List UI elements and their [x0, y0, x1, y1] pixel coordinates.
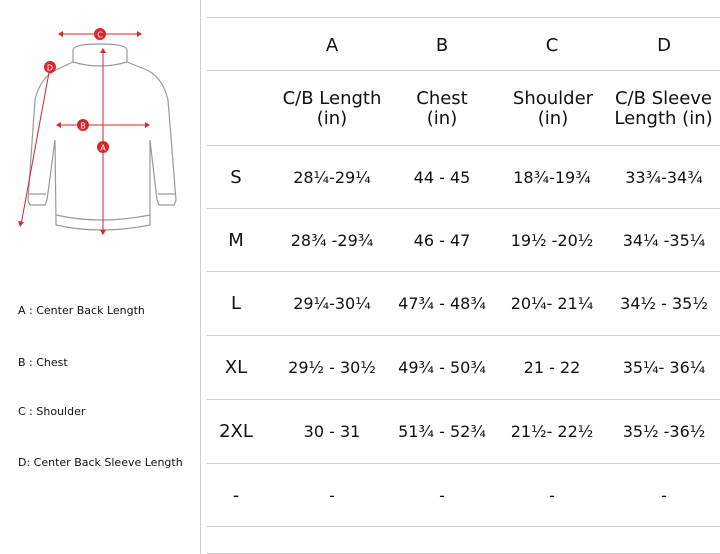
- panel-divider: [200, 0, 201, 554]
- table-cell: 34¼ -35¼: [622, 230, 706, 250]
- table-rule: [207, 335, 720, 336]
- size-label-l: L: [230, 293, 242, 314]
- size-label-2xl: 2XL: [219, 421, 253, 442]
- table-cell: 35½ -36½: [622, 422, 706, 441]
- table-rule: [207, 208, 720, 209]
- size-table: A B C D C/B Length (in) Chest (in) Shoul…: [207, 0, 720, 554]
- svg-text:C: C: [97, 31, 103, 40]
- table-cell: 49¾ - 50¾: [398, 358, 486, 377]
- table-cell: 28¾ -29¾: [290, 230, 374, 250]
- table-rule: [207, 70, 720, 71]
- table-cell: 34½ - 35½: [620, 294, 708, 313]
- col-letter-b: B: [435, 34, 449, 56]
- table-rule: [207, 17, 720, 18]
- size-label-xl: XL: [224, 357, 248, 378]
- table-cell: 51¾ - 52¾: [398, 422, 486, 441]
- table-cell: 29¼-30¼: [293, 294, 371, 313]
- table-cell: -: [439, 485, 445, 505]
- marker-d: D: [44, 61, 56, 73]
- measurement-lines: [20, 33, 148, 233]
- garment-diagram: C D B A: [18, 28, 177, 235]
- size-label-dash: -: [232, 484, 240, 506]
- table-cell: 47¾ - 48¾: [398, 294, 486, 313]
- table-cell: -: [329, 485, 335, 505]
- table-cell: 29½ - 30½: [288, 358, 376, 377]
- table-cell: 46 - 47: [413, 230, 471, 250]
- svg-text:B: B: [80, 122, 86, 131]
- size-label-s: S: [230, 166, 242, 188]
- table-rule: [207, 399, 720, 400]
- table-cell: 21 - 22: [523, 358, 581, 377]
- col-letter-d: D: [657, 34, 671, 56]
- table-rule: [207, 463, 720, 464]
- table-cell: 35¼- 36¼: [622, 358, 706, 377]
- marker-a: A: [97, 141, 109, 153]
- table-cell: 28¼-29¼: [293, 167, 371, 187]
- svg-text:A: A: [100, 144, 106, 153]
- table-cell: 21½- 22½: [510, 422, 594, 441]
- col-title-sleeve-length: C/B Sleeve Length (in): [614, 88, 713, 129]
- col-title-shoulder: Shoulder (in): [512, 88, 594, 129]
- col-title-cb-length: C/B Length (in): [282, 88, 382, 129]
- legend-shoulder: C : Shoulder: [18, 405, 86, 418]
- table-rule: [207, 145, 720, 146]
- table-cell: 18¾-19¾: [513, 167, 591, 187]
- col-letter-c: C: [545, 34, 559, 56]
- table-cell: -: [661, 485, 667, 505]
- table-rule: [207, 271, 720, 272]
- table-cell: 33¾-34¾: [625, 167, 703, 187]
- col-letter-a: A: [325, 34, 339, 56]
- size-label-m: M: [228, 229, 244, 251]
- marker-c: C: [94, 28, 106, 40]
- table-cell: 19½ -20½: [510, 230, 594, 250]
- marker-b: B: [77, 119, 89, 131]
- arrow-heads: [18, 31, 150, 235]
- table-cell: 20¼- 21¼: [510, 294, 594, 313]
- legend-center-back-length: A : Center Back Length: [18, 304, 145, 317]
- table-cell: 30 - 31: [303, 422, 361, 441]
- legend-chest: B : Chest: [18, 356, 68, 369]
- col-title-chest: Chest (in): [416, 88, 468, 129]
- svg-text:D: D: [47, 64, 53, 73]
- table-cell: 44 - 45: [413, 167, 471, 187]
- table-rule: [207, 526, 720, 527]
- left-panel: C D B A A : Center Back Length B : Chest…: [0, 0, 200, 554]
- legend-sleeve-length: D: Center Back Sleeve Length: [18, 456, 183, 469]
- table-cell: -: [549, 485, 555, 505]
